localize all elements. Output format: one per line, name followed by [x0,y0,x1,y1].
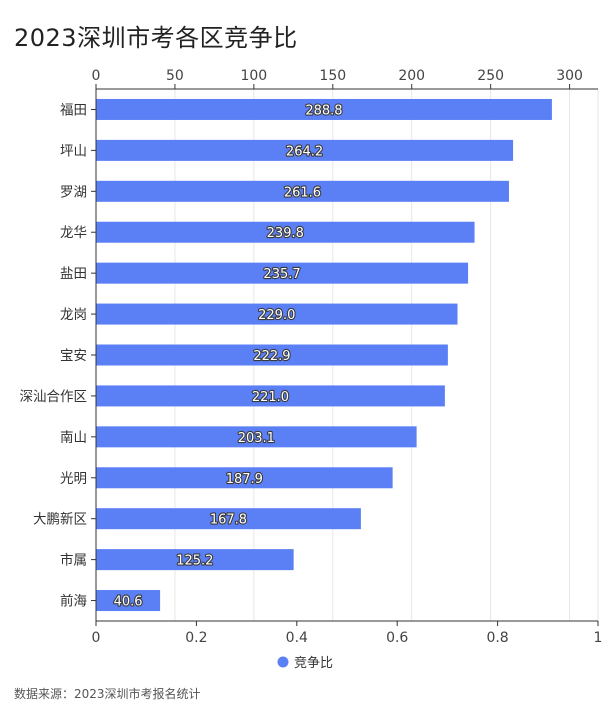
bar-value-label: 288.8 [305,103,342,118]
bar-value-label: 222.9 [253,349,290,364]
bar-value-label: 221.0 [252,390,289,405]
category-label: 龙华 [60,225,87,241]
top-tick-label: 150 [319,68,346,84]
legend-marker [277,656,289,668]
category-label: 坪山 [60,143,87,159]
bar-value-label: 40.6 [114,595,143,610]
data-source: 数据来源：2023深圳市考报名统计 [14,687,201,701]
category-label: 南山 [60,430,87,446]
top-tick-label: 200 [398,68,425,84]
bar[interactable] [96,139,514,161]
category-label: 宝安 [60,348,87,364]
bar[interactable] [96,221,475,243]
bar-value-label: 239.8 [267,226,304,241]
bar[interactable] [96,98,552,120]
bar[interactable] [96,508,361,530]
bottom-tick-label: 0.4 [286,630,308,646]
category-label: 光明 [60,471,87,487]
bar[interactable] [96,590,161,612]
bar-value-label: 203.1 [238,431,275,446]
category-label: 福田 [60,102,87,118]
bar-value-label: 187.9 [226,472,263,487]
top-tick-label: 250 [477,68,504,84]
top-tick-label: 300 [556,68,583,84]
bar-value-label: 261.6 [284,185,321,200]
legend[interactable]: 竞争比 [277,655,334,671]
bar-value-label: 235.7 [263,267,300,282]
bar-value-label: 125.2 [176,554,213,569]
bottom-tick-label: 0.8 [486,630,508,646]
top-axis: 0 50 100 150 200 250 300 [92,68,598,90]
bar-value-label: 229.0 [258,308,295,323]
chart-title: 2023深圳市考各区竞争比 [14,24,298,52]
category-label: 前海 [60,593,87,610]
category-label: 市属 [60,552,87,569]
bar[interactable] [96,385,445,407]
top-tick-label: 0 [92,68,101,84]
category-label: 龙岗 [60,307,87,323]
bar[interactable] [96,549,294,571]
category-label: 盐田 [60,266,87,282]
bar-value-label: 167.8 [210,513,247,528]
top-tick-label: 50 [166,68,184,84]
bottom-tick-label: 0 [92,630,101,646]
bottom-tick-label: 0.6 [386,630,408,646]
bottom-tick-label: 0.2 [185,630,207,646]
top-tick-label: 100 [240,68,267,84]
category-label: 大鹏新区 [33,512,87,528]
category-label: 深汕合作区 [20,389,88,405]
bottom-axis: 0 0.2 0.4 0.6 0.8 1 [92,620,603,646]
bar-value-label: 264.2 [286,144,323,159]
bar[interactable] [96,467,393,489]
bar[interactable] [96,262,469,284]
category-label: 罗湖 [60,184,87,200]
bar[interactable] [96,180,509,202]
legend-label: 竞争比 [294,655,333,671]
bar[interactable] [96,344,448,366]
bar[interactable] [96,426,417,448]
bottom-tick-label: 1 [594,630,603,646]
bars: 288.8 264.2 261.6 239.8 235.7 229.0 222.9 221.0… [96,98,552,612]
bar[interactable] [96,303,458,325]
